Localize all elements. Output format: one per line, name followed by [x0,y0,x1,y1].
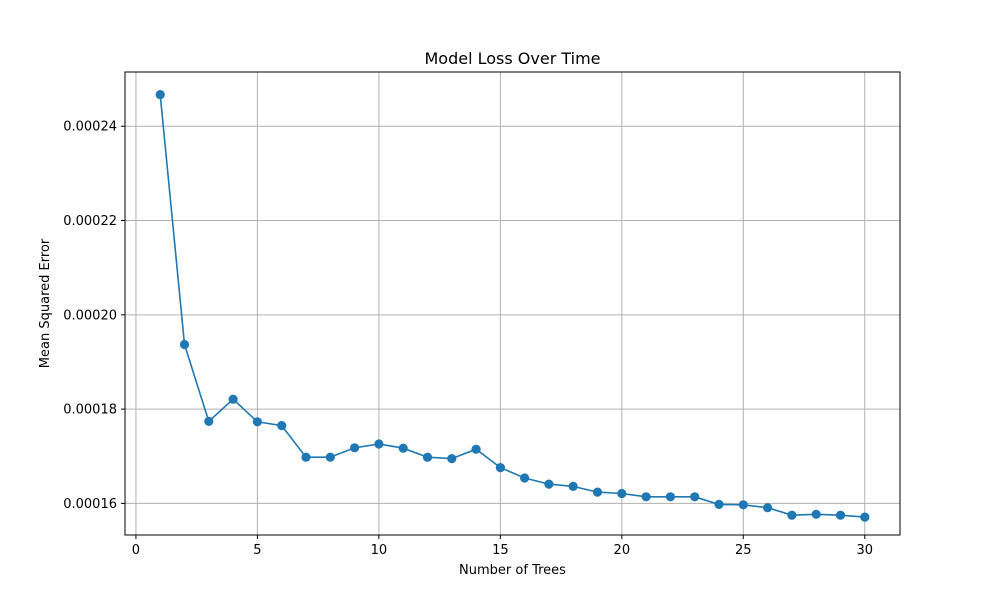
data-point [617,488,627,499]
data-point [398,443,408,453]
data-point [350,443,360,453]
data-point [787,510,797,520]
data-point [277,421,287,431]
plot-frame [124,71,901,536]
data-point [592,487,603,497]
data-point [228,394,238,404]
data-point [568,481,578,491]
data-point [422,452,433,462]
data-point [374,439,384,449]
data-point [665,492,676,502]
chart-title: Model Loss Over Time [424,49,600,68]
data-point [763,503,773,513]
data-point [471,444,481,454]
series-line [159,94,865,518]
data-point [544,479,554,489]
data-point [179,339,190,350]
data-point [714,499,724,509]
y-tick-label: 0.00018 [63,403,117,418]
data-point [690,492,700,502]
x-tick-label: 10 [371,543,388,558]
data-point [835,510,846,520]
x-tick-label: 20 [614,543,631,558]
data-point [301,452,311,462]
data-point [325,452,335,462]
series-layer [155,90,870,522]
data-point [447,454,457,464]
data-point [520,473,530,483]
x-tick-label: 15 [492,543,509,558]
data-point [811,509,821,519]
data-point [204,416,214,426]
x-tick-label: 30 [856,543,873,558]
y-tick-label: 0.00022 [63,214,117,229]
x-tick-label: 5 [253,543,261,558]
x-tick-label: 25 [735,543,752,558]
y-tick-label: 0.00024 [63,120,117,135]
data-point [495,463,505,473]
y-tick-label: 0.00016 [63,497,117,512]
y-tick-label: 0.00020 [63,308,117,323]
axis-ticks: 0 5 10 15 20 25 30 0.00016 0.00018 0.00020 0.00022… [63,120,873,558]
data-point [252,417,262,427]
data-point [641,492,651,502]
data-point [155,90,165,100]
grid-lines [125,72,900,535]
data-point [738,500,748,510]
data-point [860,512,870,522]
x-tick-label: 0 [132,543,140,558]
y-axis-label: Mean Squared Error [38,238,53,368]
x-axis-label: Number of Trees [459,563,566,578]
